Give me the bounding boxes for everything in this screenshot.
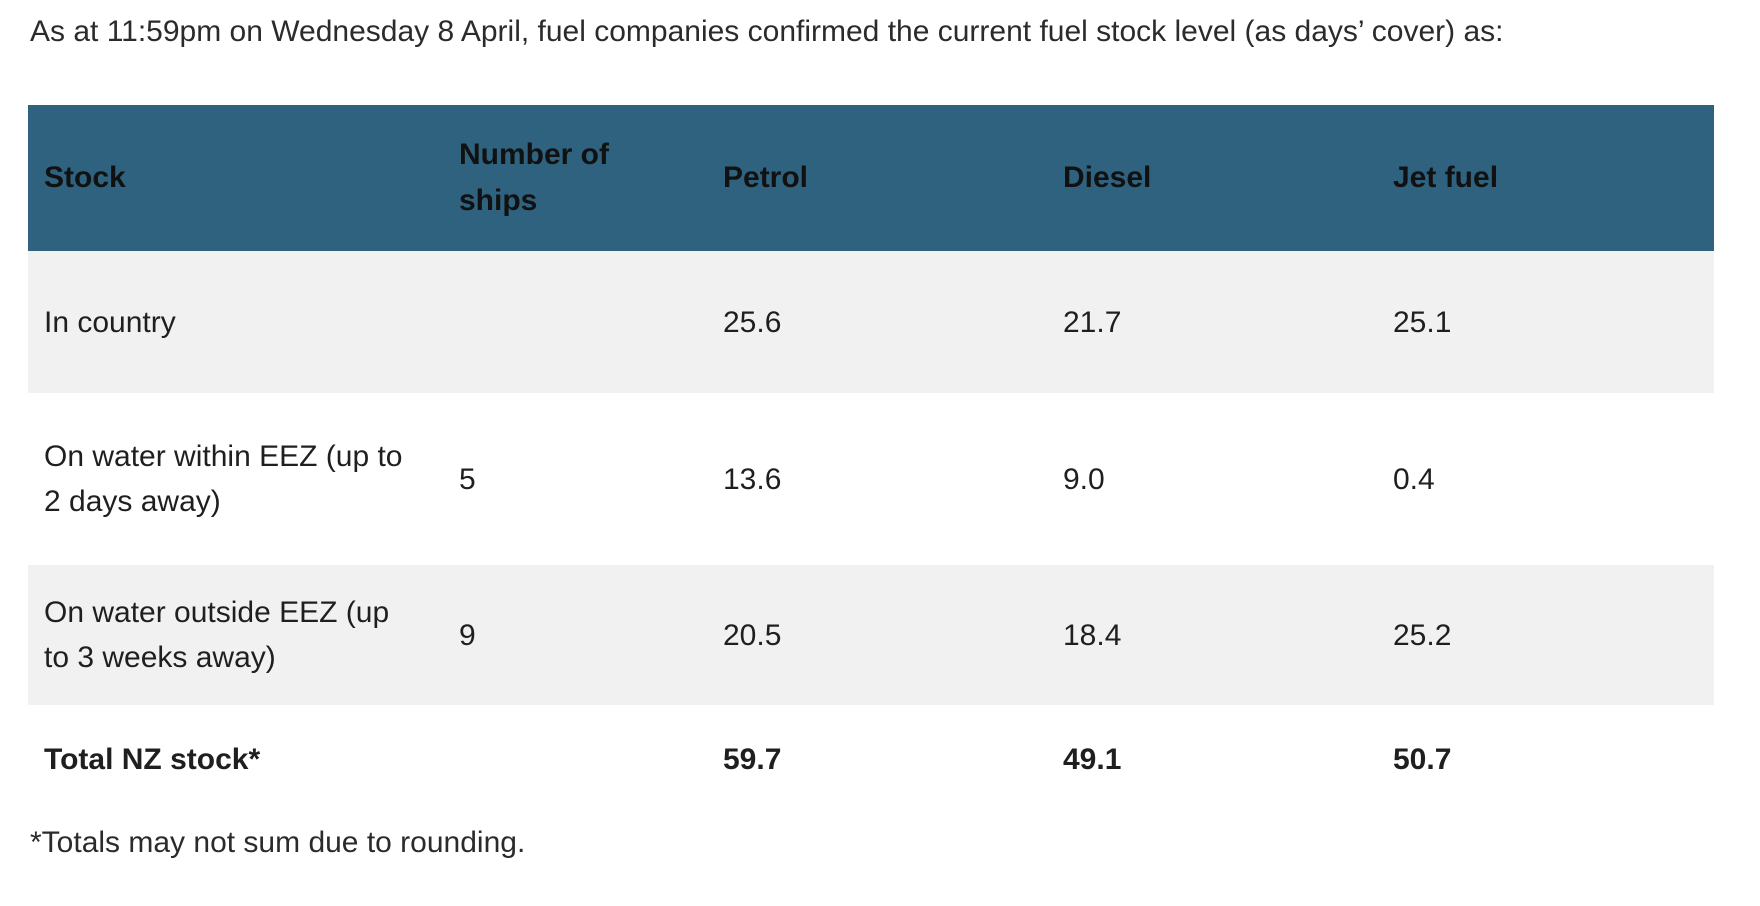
table-row-total-nz-stock: Total NZ stock* 59.7 49.1 50.7 — [28, 705, 1714, 813]
column-header-diesel: Diesel — [1047, 105, 1377, 251]
table-row-within-eez: On water within EEZ (up to 2 days away) … — [28, 393, 1714, 565]
table-row-outside-eez: On water outside EEZ (up to 3 weeks away… — [28, 565, 1714, 705]
cell-petrol: 59.7 — [723, 742, 782, 776]
cell-jet-fuel: 25.1 — [1377, 251, 1714, 393]
cell-stock: On water within EEZ (up to 2 days away) — [44, 440, 403, 518]
cell-ships — [443, 251, 707, 393]
cell-petrol: 25.6 — [707, 251, 1047, 393]
cell-jet-fuel: 0.4 — [1393, 462, 1435, 496]
table-row-in-country: In country 25.6 21.7 25.1 — [28, 251, 1714, 393]
cell-jet-fuel: 50.7 — [1393, 742, 1452, 776]
cell-stock: Total NZ stock* — [44, 742, 261, 776]
cell-stock: On water outside EEZ (up to 3 weeks away… — [28, 565, 443, 705]
cell-ships: 5 — [459, 462, 476, 496]
cell-petrol: 20.5 — [707, 565, 1047, 705]
column-header-stock: Stock — [28, 105, 443, 251]
fuel-stock-table: Stock Number of ships Petrol Diesel Jet … — [28, 105, 1714, 813]
cell-diesel: 18.4 — [1047, 565, 1377, 705]
cell-ships — [443, 705, 707, 813]
intro-text: As at 11:59pm on Wednesday 8 April, fuel… — [30, 15, 1504, 48]
cell-diesel: 21.7 — [1047, 251, 1377, 393]
table-footnote: *Totals may not sum due to rounding. — [30, 826, 526, 859]
cell-ships: 9 — [443, 565, 707, 705]
column-header-jet-fuel: Jet fuel — [1377, 105, 1714, 251]
cell-jet-fuel: 25.2 — [1377, 565, 1714, 705]
cell-diesel: 49.1 — [1063, 742, 1122, 776]
column-header-petrol: Petrol — [707, 105, 1047, 251]
cell-diesel: 9.0 — [1063, 462, 1105, 496]
column-header-ships: Number of ships — [443, 105, 707, 251]
cell-stock: In country — [28, 251, 443, 393]
page: As at 11:59pm on Wednesday 8 April, fuel… — [0, 14, 1760, 861]
header-row: Stock Number of ships Petrol Diesel Jet … — [28, 105, 1714, 251]
cell-petrol: 13.6 — [723, 462, 782, 496]
